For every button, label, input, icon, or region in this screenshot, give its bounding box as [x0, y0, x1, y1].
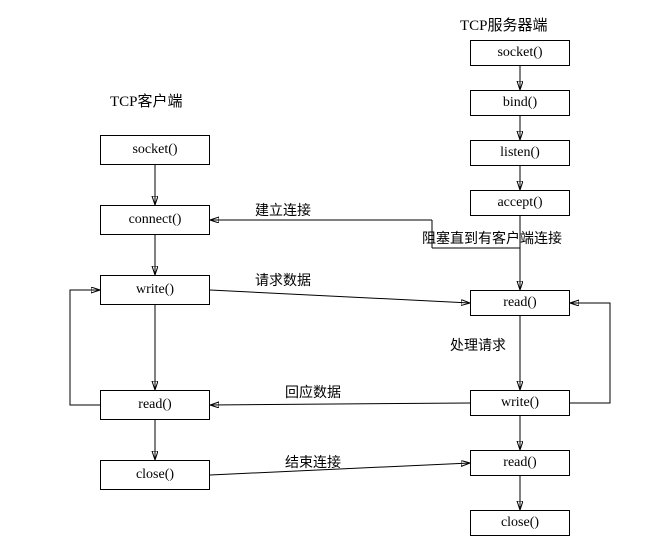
client-write-node: write() — [100, 275, 210, 305]
server-read2-label: read() — [503, 455, 536, 471]
server-read2-node: read() — [470, 450, 570, 476]
client-read-label: read() — [138, 397, 171, 413]
client-read-node: read() — [100, 390, 210, 420]
server-accept-label: accept() — [497, 195, 542, 211]
server-close-label: close() — [501, 515, 539, 531]
client-connect-node: connect() — [100, 205, 210, 235]
client-socket-label: socket() — [132, 142, 177, 158]
client-close-label: close() — [136, 467, 174, 483]
server-listen-label: listen() — [500, 145, 540, 161]
server-bind-node: bind() — [470, 90, 570, 116]
process-label: 处理请求 — [450, 335, 506, 355]
server-listen-node: listen() — [470, 140, 570, 166]
response-label: 回应数据 — [285, 382, 341, 402]
server-socket-label: socket() — [497, 45, 542, 61]
server-title: TCP服务器端 — [460, 14, 548, 35]
server-socket-node: socket() — [470, 40, 570, 66]
server-write-node: write() — [470, 390, 570, 416]
server-read1-label: read() — [503, 295, 536, 311]
server-read1-node: read() — [470, 290, 570, 316]
end-label: 结束连接 — [285, 452, 341, 472]
server-close-node: close() — [470, 510, 570, 536]
server-write-label: write() — [501, 395, 539, 411]
server-accept-node: accept() — [470, 190, 570, 216]
client-close-node: close() — [100, 460, 210, 490]
block-label: 阻塞直到有客户端连接 — [422, 228, 562, 248]
client-write-label: write() — [136, 282, 174, 298]
request-label: 请求数据 — [255, 270, 311, 290]
client-title: TCP客户端 — [110, 90, 183, 111]
client-socket-node: socket() — [100, 135, 210, 165]
client-connect-label: connect() — [129, 212, 182, 228]
server-bind-label: bind() — [503, 95, 537, 111]
establish-label: 建立连接 — [255, 200, 311, 220]
